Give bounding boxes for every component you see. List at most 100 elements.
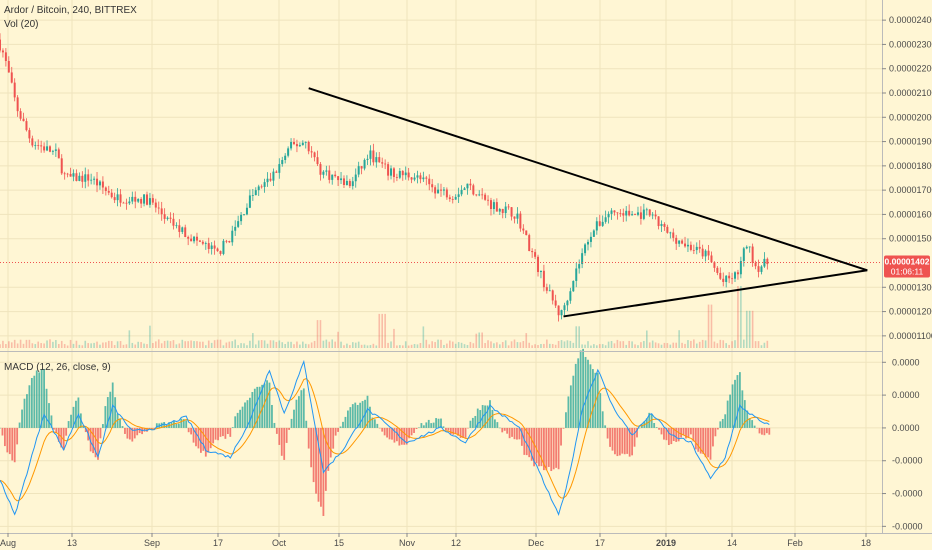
- volume-bar: [643, 340, 645, 348]
- macd-histogram-bar: [658, 427, 660, 430]
- candle-body: [304, 142, 307, 143]
- candle-body: [278, 164, 281, 173]
- candle-body: [492, 202, 495, 210]
- candle-body: [310, 151, 313, 153]
- volume-bar: [713, 341, 716, 348]
- volume-bar: [99, 344, 101, 348]
- volume-bar: [28, 339, 31, 348]
- candle-body: [195, 236, 198, 241]
- candle-body: [342, 178, 345, 186]
- volume-bar: [472, 343, 475, 348]
- candle-body: [604, 217, 607, 222]
- macd-histogram-bar: [543, 427, 545, 471]
- candle-body: [287, 148, 290, 156]
- candle-body: [516, 213, 519, 219]
- candle-body: [440, 189, 442, 191]
- trendlines[interactable]: [308, 87, 868, 318]
- trendline-support: [563, 269, 868, 318]
- macd-histogram-bar: [467, 427, 469, 429]
- volume-bar: [322, 340, 325, 348]
- volume-bar: [107, 340, 110, 348]
- macd-tick-label: 0.0000: [892, 423, 920, 433]
- volume-bar: [281, 342, 284, 348]
- symbol-title[interactable]: Ardor / Bitcoin, 240, BITTREX: [4, 5, 137, 16]
- volume-bar: [672, 342, 675, 348]
- macd-histogram-bar: [121, 426, 124, 428]
- macd-histogram-bar: [753, 425, 756, 428]
- macd-histogram-bar: [491, 409, 494, 428]
- volume-bar: [501, 342, 504, 348]
- volume-legend[interactable]: Vol (20): [4, 19, 38, 30]
- volume-bar: [181, 339, 184, 348]
- macd-histogram-bar: [702, 427, 705, 454]
- candle-body: [40, 145, 43, 147]
- volume-bar: [678, 330, 680, 348]
- candle-body: [198, 240, 201, 242]
- volume-bar: [293, 344, 295, 348]
- candle-body: [193, 236, 196, 242]
- volume-bar: [199, 341, 201, 348]
- price-axis[interactable]: 0.00002400 0.00002300 0.00002200 0.00002100…: [882, 15, 932, 341]
- candle-body: [539, 270, 542, 273]
- candle-body: [701, 248, 704, 257]
- candle-body: [507, 206, 510, 208]
- macd-histogram-bar: [18, 422, 21, 428]
- volume-bar: [249, 340, 251, 348]
- time-axis[interactable]: Aug 13 Sep 17 Oct 15 Nov 12 Dec 17 2019 14 Feb 18: [0, 533, 871, 548]
- volume-bar: [222, 345, 225, 348]
- volume-bar: [531, 345, 533, 348]
- macd-histogram-bar: [391, 427, 393, 440]
- volume-bar: [428, 344, 431, 348]
- volume-bar: [46, 340, 48, 348]
- macd-histogram-bar: [746, 410, 749, 428]
- candle-body: [678, 240, 681, 244]
- macd-histogram-bar: [400, 427, 403, 445]
- candle-body: [437, 189, 440, 194]
- price-tick-label: 0.00002300: [889, 39, 932, 49]
- volume-bar: [228, 341, 231, 348]
- macd-histogram-bar: [182, 419, 185, 428]
- macd-axis: 0.0000 0.0000 0.0000 -0.0000 -0.0000 -0.0000: [882, 357, 923, 531]
- candle-body: [419, 175, 422, 180]
- candle-body: [372, 150, 375, 163]
- price-tick-label: 0.00001900: [889, 137, 932, 147]
- candle-body: [563, 305, 566, 311]
- candle-body: [734, 272, 736, 279]
- candle-body: [298, 145, 301, 147]
- candle-body: [163, 214, 166, 219]
- volume-bar: [451, 341, 454, 348]
- volume-bar: [93, 342, 95, 348]
- macd-histogram-bar: [50, 415, 53, 428]
- volume-bar: [40, 343, 42, 348]
- candle-body: [731, 278, 734, 280]
- candle-body: [645, 209, 648, 211]
- macd-histogram-bar: [302, 388, 305, 428]
- candle-body: [616, 212, 619, 214]
- volume-bar: [422, 326, 425, 348]
- candle-body: [442, 189, 445, 191]
- macd-histogram-bar: [462, 427, 464, 438]
- candle-body: [263, 182, 266, 187]
- macd-legend[interactable]: MACD (12, 26, close, 9): [4, 362, 111, 373]
- macd-histogram-bar: [190, 427, 192, 435]
- macd-histogram-bar: [256, 386, 259, 428]
- candle-body: [101, 181, 104, 188]
- volume-bar: [560, 340, 563, 348]
- volume-bars: [0, 286, 769, 348]
- macd-histogram-bar: [192, 427, 195, 443]
- candle-body: [234, 226, 237, 231]
- macd-histogram-bar: [523, 427, 526, 455]
- candle-body: [178, 225, 181, 232]
- macd-histogram-bar: [569, 385, 572, 428]
- candle-body: [360, 166, 363, 169]
- price-tick-label: 0.00001200: [889, 307, 932, 317]
- candle-body: [19, 111, 22, 119]
- candle-body: [542, 270, 545, 288]
- volume-bar: [310, 342, 313, 348]
- candle-body: [725, 275, 728, 282]
- macd-histogram-bar: [748, 418, 751, 428]
- volume-bar: [340, 341, 342, 348]
- macd-histogram-bar: [204, 427, 207, 457]
- volume-bar: [172, 340, 175, 348]
